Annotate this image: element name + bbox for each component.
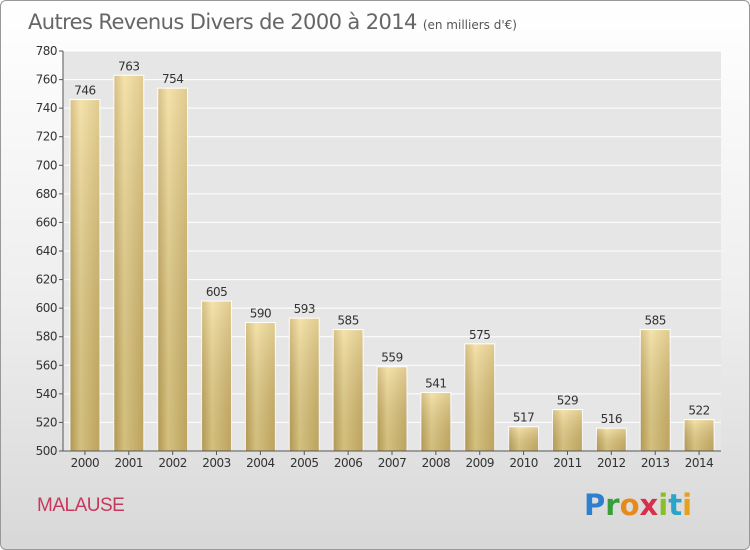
data-label: 593 (294, 302, 315, 316)
data-label: 746 (74, 84, 95, 98)
data-label: 516 (601, 412, 622, 426)
x-tick-label: 2007 (378, 456, 407, 470)
bar-shade (552, 409, 583, 451)
data-label: 585 (337, 314, 358, 328)
y-tick-label: 560 (36, 358, 57, 372)
y-tick-label: 500 (36, 444, 57, 458)
y-tick-label: 540 (36, 387, 57, 401)
data-labels: 746 763 754 605 590 593 585 559 541 575 517 529 516 5… (74, 59, 710, 426)
data-label: 605 (206, 285, 227, 299)
y-tick-label: 620 (36, 273, 57, 287)
bar-shade (70, 99, 100, 452)
bars (69, 74, 715, 452)
x-tick-label: 2009 (465, 456, 494, 470)
y-tick-label: 520 (36, 415, 57, 429)
y-tick-label: 600 (36, 301, 57, 315)
x-tick-label: 2012 (597, 456, 626, 470)
place-name: MALAUSE (37, 495, 125, 516)
bar-shade (333, 329, 364, 451)
chart-subtitle: (en milliers d'€) (422, 18, 517, 32)
y-tick-label: 740 (36, 101, 57, 115)
data-label: 522 (688, 404, 709, 418)
x-tick-label: 2011 (553, 456, 582, 470)
bar-shade (684, 419, 714, 451)
y-tick-label: 680 (36, 187, 57, 201)
bar-shade (113, 75, 144, 452)
x-tick-label: 2008 (422, 456, 451, 470)
y-tick-label: 580 (36, 330, 57, 344)
x-tick-label: 2003 (202, 456, 231, 470)
data-label: 529 (557, 394, 578, 408)
y-tick-label: 780 (36, 44, 57, 58)
bar-shade (201, 301, 232, 451)
bar-shade (508, 426, 539, 451)
bar-shade (157, 88, 188, 452)
bar-shade (420, 392, 451, 451)
data-label: 590 (250, 306, 271, 320)
data-label: 754 (162, 72, 183, 86)
x-tick-label: 2013 (641, 456, 670, 470)
x-tick-label: 2000 (71, 456, 100, 470)
x-tick-label: 2005 (290, 456, 319, 470)
data-label: 517 (513, 411, 534, 425)
bar-shade (596, 428, 627, 451)
y-axis: 500 520 540 560 580 600 620 640 660 680 700 720 740 7… (36, 44, 64, 458)
data-label: 541 (425, 376, 446, 390)
bar-shade (377, 366, 407, 451)
data-label: 575 (469, 328, 490, 342)
bar-shade (245, 322, 276, 451)
chart-title-text: Autres Revenus Divers de 2000 à 2014 (28, 10, 417, 34)
data-label: 559 (381, 351, 402, 365)
y-tick-label: 640 (36, 244, 57, 258)
x-tick-label: 2014 (685, 456, 714, 470)
data-label: 763 (118, 59, 139, 73)
chart-title: Autres Revenus Divers de 2000 à 2014 (en … (28, 10, 517, 34)
x-axis: 2000 2001 2002 2003 2004 2005 2006 2007 2008 2009… (63, 450, 721, 470)
x-tick-label: 2006 (334, 456, 363, 470)
y-tick-label: 700 (36, 158, 57, 172)
bar-shade (640, 329, 671, 451)
x-tick-label: 2004 (246, 456, 275, 470)
x-tick-label: 2010 (509, 456, 538, 470)
x-tick-label: 2001 (115, 456, 144, 470)
x-tick-label: 2002 (158, 456, 187, 470)
data-label: 585 (644, 314, 665, 328)
y-tick-label: 720 (36, 130, 57, 144)
bar-shade (289, 318, 320, 451)
proxiti-logo: Proxiti (584, 488, 693, 522)
y-tick-label: 760 (36, 73, 57, 87)
bar-shade (464, 343, 495, 451)
y-tick-label: 660 (36, 215, 57, 229)
